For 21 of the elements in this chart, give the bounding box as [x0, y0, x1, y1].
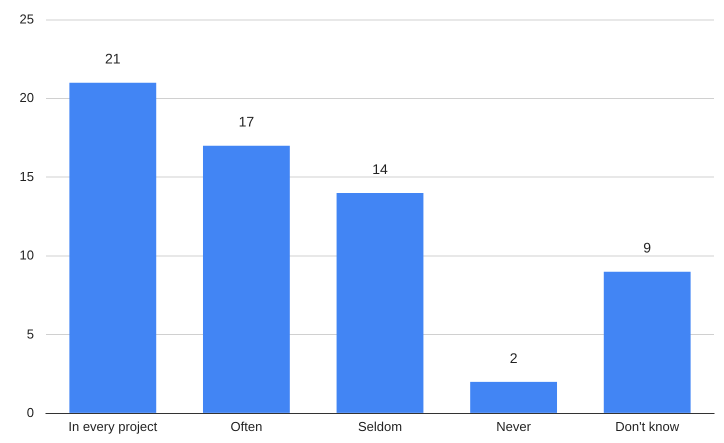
x-tick-label: Never	[496, 418, 532, 434]
y-tick-label: 20	[20, 90, 34, 106]
data-label: 21	[105, 50, 121, 67]
bar	[604, 272, 691, 413]
bar	[336, 192, 424, 413]
bar	[202, 146, 290, 413]
x-tick-label: Often	[230, 418, 262, 434]
y-tick-label: 5	[26, 326, 34, 342]
bar	[470, 382, 558, 413]
x-tick-label: In every project	[68, 418, 158, 434]
bar	[69, 82, 156, 413]
data-label: 9	[643, 240, 652, 256]
data-label: 17	[238, 114, 254, 130]
y-tick-label: 15	[20, 168, 34, 184]
y-tick-label: 0	[26, 404, 34, 420]
x-tick-label: Don't know	[615, 418, 680, 434]
x-tick-label: Seldom	[358, 418, 402, 434]
data-label: 2	[510, 350, 518, 366]
y-tick-label: 25	[20, 11, 34, 26]
y-tick-label: 10	[20, 248, 34, 263]
data-label: 14	[372, 160, 388, 177]
